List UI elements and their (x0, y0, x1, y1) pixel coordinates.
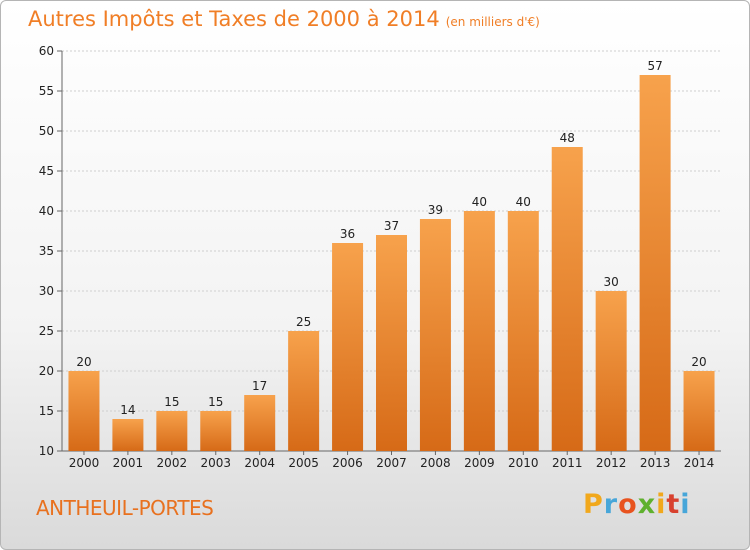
bar (419, 219, 451, 451)
bar-value-label: 40 (516, 195, 531, 209)
x-tick-label: 2010 (508, 456, 539, 470)
logo-letter: o (618, 489, 638, 520)
y-tick-label: 60 (39, 44, 54, 58)
bar (463, 211, 495, 451)
y-tick-label: 40 (39, 204, 54, 218)
title-main: Autres Impôts et Taxes de 2000 à 2014 (28, 7, 440, 31)
y-tick-label: 50 (39, 124, 54, 138)
x-tick-label: 2006 (332, 456, 363, 470)
bar-value-label: 25 (296, 315, 311, 329)
chart-title: Autres Impôts et Taxes de 2000 à 2014 (en… (28, 7, 540, 31)
x-tick-label: 2005 (288, 456, 319, 470)
bar (112, 419, 144, 451)
bar (639, 75, 671, 451)
x-tick-label: 2012 (596, 456, 627, 470)
logo-letter: r (603, 489, 619, 520)
x-tick-label: 2011 (552, 456, 583, 470)
bar-value-label: 14 (120, 403, 135, 417)
place-name: ANTHEUIL-PORTES (36, 496, 214, 520)
logo-letter: t (666, 489, 681, 520)
bar (244, 395, 276, 451)
bar-value-label: 20 (76, 355, 91, 369)
x-tick-label: 2003 (200, 456, 231, 470)
proxiti-logo: Proxiti (583, 489, 691, 520)
bar-value-label: 20 (691, 355, 706, 369)
bar (288, 331, 320, 451)
logo-letter: i (680, 489, 691, 520)
bar (376, 235, 407, 451)
bar-value-label: 17 (252, 379, 267, 393)
bar-value-label: 48 (560, 131, 575, 145)
logo-letter: x (637, 489, 657, 520)
bar-value-label: 37 (384, 219, 399, 233)
logo-letter: i (656, 489, 667, 520)
bar (156, 411, 188, 451)
x-tick-label: 2007 (376, 456, 407, 470)
bar-value-label: 15 (164, 395, 179, 409)
x-tick-label: 2002 (157, 456, 188, 470)
y-tick-label: 10 (39, 444, 54, 458)
logo-letter: P (583, 489, 604, 520)
y-tick-label: 15 (39, 404, 54, 418)
bar (332, 243, 364, 451)
x-tick-label: 2000 (69, 456, 100, 470)
x-tick-label: 2013 (640, 456, 671, 470)
bar-value-label: 30 (604, 275, 619, 289)
bar-value-label: 40 (472, 195, 487, 209)
bar (507, 211, 539, 451)
title-unit: (en milliers d'€) (445, 15, 540, 29)
y-tick-label: 55 (39, 84, 54, 98)
x-tick-label: 2001 (113, 456, 144, 470)
y-tick-label: 25 (39, 324, 54, 338)
bar (595, 291, 627, 451)
bar (551, 147, 583, 451)
bar (200, 411, 232, 451)
labels: 10 15 20 25 30 35 40 45 50 55 60 20 2000 14 2001 15 2002… (39, 44, 715, 470)
bar (683, 371, 715, 451)
bar-value-label: 15 (208, 395, 223, 409)
x-tick-label: 2009 (464, 456, 495, 470)
bar-value-label: 39 (428, 203, 443, 217)
bar (68, 371, 100, 451)
y-tick-label: 20 (39, 364, 54, 378)
x-tick-label: 2004 (244, 456, 275, 470)
y-tick-label: 45 (39, 164, 54, 178)
bars (68, 75, 715, 451)
y-tick-label: 30 (39, 284, 54, 298)
bar-value-label: 57 (647, 59, 662, 73)
bar-value-label: 36 (340, 227, 355, 241)
x-tick-label: 2014 (684, 456, 715, 470)
y-tick-label: 35 (39, 244, 54, 258)
x-tick-label: 2008 (420, 456, 451, 470)
